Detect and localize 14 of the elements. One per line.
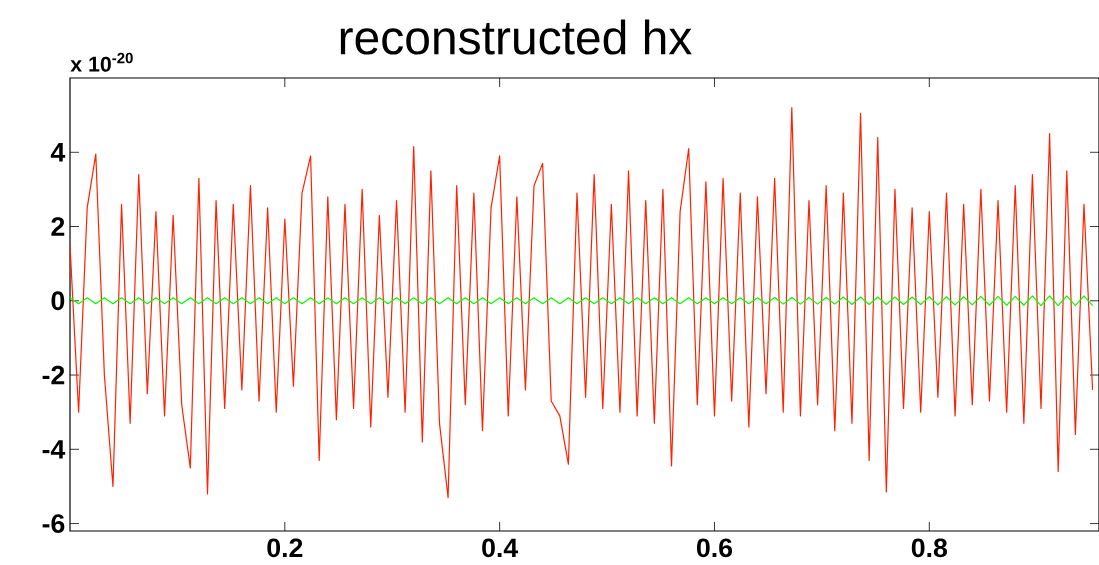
x-tick-label: 0.4 — [482, 538, 519, 558]
chart-title: reconstructed hx — [340, 19, 692, 55]
line-series — [70, 295, 1094, 307]
line-series — [70, 107, 1094, 499]
y-tick-label: 4 — [50, 143, 66, 162]
y-tick-label: -2 — [42, 365, 65, 385]
x-tick-label: 0.6 — [696, 538, 733, 558]
y-tick-label: -4 — [42, 440, 66, 459]
x-tick-label: 0.8 — [911, 538, 948, 558]
y-tick-label: -6 — [42, 514, 65, 533]
y-tick-label: 2 — [51, 217, 65, 236]
text: x 10$^{-20}$ — [70, 52, 133, 72]
y-tick-label: 0 — [51, 291, 65, 311]
x-tick-label: 0.2 — [267, 538, 303, 558]
